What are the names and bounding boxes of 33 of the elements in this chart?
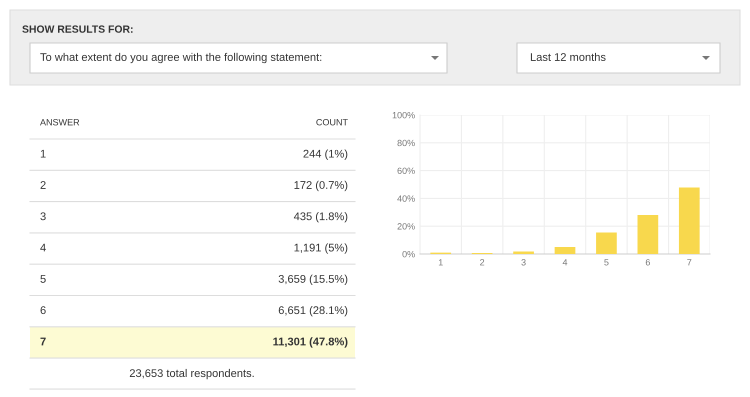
- text: 11,301 (47.8%): [273, 337, 348, 348]
- x-tick-label: 3: [521, 259, 526, 266]
- text: 244 (1%): [303, 149, 348, 160]
- category-label: 3: [40, 212, 46, 220]
- text: 6,651 (28.1%): [278, 306, 348, 316]
- text: 435 (1.8%): [294, 212, 348, 222]
- category-label: 4: [40, 244, 46, 252]
- text: ANSWER: [40, 119, 80, 126]
- x-tick-label: 7: [687, 259, 692, 266]
- text: 172 (0.7%): [294, 180, 348, 192]
- category-label: 5: [40, 275, 46, 283]
- text: SHOW RESULTS FOR:: [22, 25, 132, 33]
- category-label: 6: [40, 306, 46, 314]
- y-tick-label: 40%: [397, 195, 415, 202]
- text: 23,653 total respondents.: [130, 368, 254, 380]
- y-tick-label: 20%: [398, 223, 415, 230]
- x-tick-label: 4: [562, 259, 568, 266]
- text: 1,191 (5%): [294, 243, 348, 254]
- x-tick-label: 5: [604, 259, 609, 266]
- x-tick-label: 1: [438, 259, 443, 266]
- category-label: 2: [40, 181, 46, 189]
- text: Last 12 months: [530, 52, 606, 61]
- text: To what extent do you agree with the following statement:: [40, 52, 322, 64]
- y-tick-label: 0%: [402, 250, 415, 258]
- text: COUNT: [316, 119, 348, 126]
- y-tick-label: 80%: [397, 140, 415, 146]
- x-tick-label: 6: [646, 259, 650, 266]
- y-tick-label: 100%: [392, 112, 415, 118]
- y-tick-label: 60%: [398, 168, 415, 174]
- x-tick-label: 2: [480, 259, 484, 266]
- category-label: 1: [40, 150, 46, 158]
- category-label: 7: [40, 338, 46, 346]
- text: 3,659 (15.5%): [278, 274, 348, 286]
